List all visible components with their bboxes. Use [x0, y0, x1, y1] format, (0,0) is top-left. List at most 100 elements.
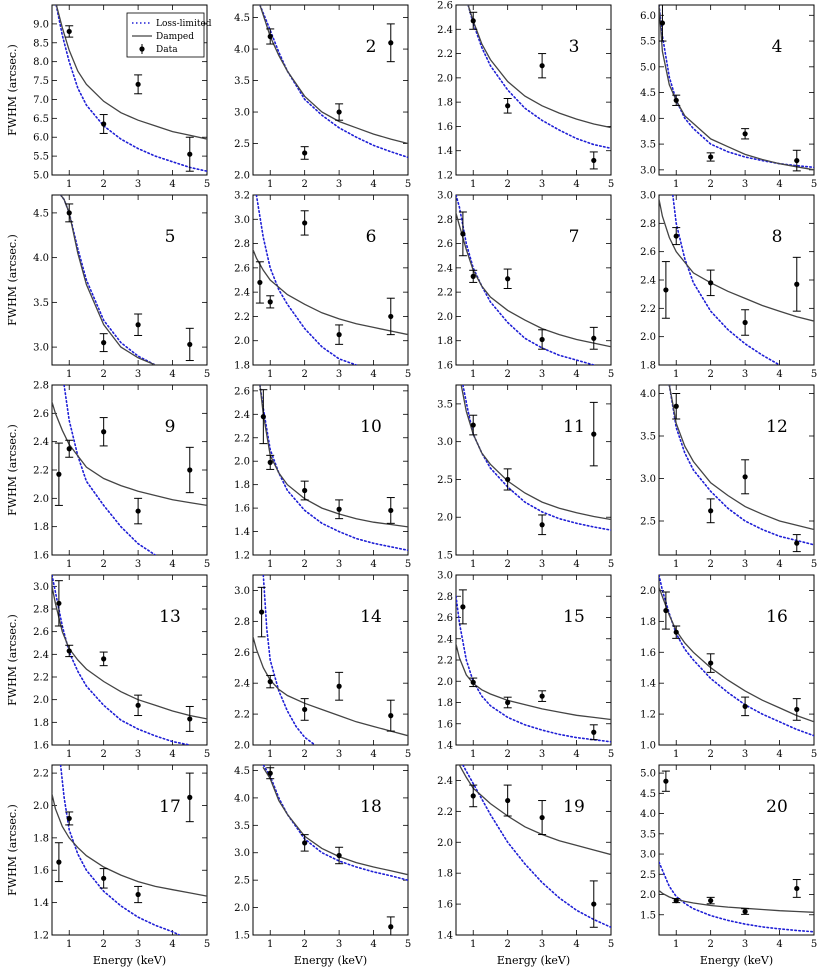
data-point — [187, 151, 193, 157]
data-point — [505, 276, 511, 282]
data-point — [267, 679, 273, 685]
y-tick-label: 1.6 — [437, 719, 453, 730]
panel-10: 1 2 3 4 5 1.2 1.4 1.6 1.8 2.0 2.2 2.4 2.6 10 — [234, 384, 411, 570]
y-tick-label: 1.8 — [437, 869, 453, 880]
x-tick-label: 5 — [811, 369, 817, 380]
panel-4: 1 2 3 4 5 3.0 3.5 4.0 4.5 5.0 5.5 6.0 4 — [640, 4, 817, 190]
x-tick-label: 2 — [100, 939, 106, 950]
data-point — [742, 319, 748, 326]
x-tick-label: 1 — [267, 369, 273, 380]
plot-frame — [455, 384, 612, 556]
x-tick-label: 5 — [608, 369, 614, 380]
panel-number: 11 — [563, 417, 585, 437]
x-tick-label: 2 — [707, 369, 713, 380]
damped-line — [52, 793, 207, 897]
y-tick-label: 1.8 — [33, 522, 49, 533]
x-tick-label: 2 — [504, 369, 510, 380]
y-tick-label: 4.0 — [33, 253, 49, 264]
y-tick-label: 4.5 — [234, 13, 250, 24]
damped-line — [52, 401, 207, 507]
y-tick-label: 2.0 — [437, 838, 453, 849]
y-tick-label: 4.5 — [234, 766, 250, 777]
y-tick-label: 2.2 — [33, 673, 49, 684]
damped-line — [467, 5, 611, 129]
y-tick-label: 3.5 — [640, 432, 656, 443]
panel-19: 1 2 3 4 5 1.4 1.6 1.8 2.0 2.2 2.4 19 Energy (keV) — [437, 764, 614, 967]
x-tick-label: 4 — [776, 179, 782, 190]
data-point — [591, 157, 597, 164]
y-tick-label: 5.0 — [640, 769, 656, 780]
data-point — [135, 891, 141, 898]
y-tick-label: 2.0 — [437, 73, 453, 84]
data-point — [470, 679, 476, 685]
damped-line — [659, 5, 814, 171]
y-tick-label: 2.8 — [234, 239, 250, 250]
y-tick-label: 6.0 — [33, 133, 49, 144]
data-point — [539, 814, 545, 821]
x-tick-label: 2 — [707, 749, 713, 760]
plot-area — [467, 5, 611, 170]
plot-frame — [658, 384, 815, 556]
x-tick-label: 5 — [608, 559, 614, 570]
y-tick-label: 2.0 — [640, 332, 656, 343]
y-tick-label: 1.6 — [33, 741, 49, 752]
y-tick-label: 2.4 — [640, 276, 656, 287]
panel-20: 1 2 3 4 5 1.5 2.0 2.5 3.0 3.5 4.0 4.5 5.0 20 Energy (k… — [640, 764, 817, 967]
plot-frame — [51, 764, 208, 936]
plot-area — [52, 385, 207, 555]
y-tick-label: 5.5 — [640, 37, 656, 48]
y-tick-label: 3.0 — [640, 850, 656, 861]
data-point — [673, 629, 679, 635]
panel-17: 1 2 3 4 5 1.2 1.4 1.6 1.8 2.0 2.2 17 FWHM (arcsec.) E… — [6, 764, 210, 967]
legend-loss-limited-label: Loss-limited — [156, 19, 212, 29]
y-tick-label: 1.8 — [437, 98, 453, 109]
y-tick-label: 2.5 — [640, 870, 656, 881]
data-point — [673, 897, 679, 904]
data-point — [708, 508, 714, 514]
damped-line — [668, 385, 814, 531]
x-tick-label: 5 — [204, 559, 210, 570]
data-point — [539, 522, 545, 528]
y-tick-label: 2.5 — [234, 876, 250, 887]
x-tick-label: 5 — [405, 369, 411, 380]
plot-area — [253, 575, 408, 745]
data-point — [101, 121, 107, 127]
y-tick-label: 3.0 — [33, 582, 49, 593]
x-tick-label: 1 — [66, 369, 72, 380]
x-tick-label: 4 — [776, 559, 782, 570]
x-tick-label: 2 — [707, 939, 713, 950]
x-tick-label: 1 — [470, 559, 476, 570]
y-tick-label: 3.5 — [640, 140, 656, 151]
panel-number: 14 — [360, 607, 382, 627]
y-tick-label: 2.4 — [33, 650, 49, 661]
y-tick-label: 2.4 — [234, 679, 250, 690]
plot-frame — [455, 4, 612, 176]
damped-line — [456, 212, 611, 348]
y-tick-label: 3.5 — [33, 298, 49, 309]
x-tick-label: 5 — [608, 179, 614, 190]
x-tick-label: 3 — [336, 369, 342, 380]
x-tick-label: 1 — [673, 179, 679, 190]
panel-12: 1 2 3 4 52.53.03.54.012 — [640, 384, 817, 570]
data-point — [708, 660, 714, 666]
data-point — [259, 609, 265, 615]
loss-limited-line — [255, 195, 358, 365]
data-point — [187, 794, 193, 800]
damped-line — [259, 5, 408, 145]
x-tick-label: 4 — [573, 559, 579, 570]
y-tick-label: 5.0 — [33, 171, 49, 182]
y-tick-label: 1.4 — [234, 527, 250, 538]
y-tick-label: 2.2 — [234, 433, 250, 444]
panel-number: 9 — [165, 417, 176, 437]
x-tick-label: 5 — [204, 749, 210, 760]
y-tick-label: 1.8 — [33, 833, 49, 844]
x-tick-label: 5 — [811, 939, 817, 950]
y-tick-label: 2.5 — [234, 139, 250, 150]
x-tick-label: 3 — [742, 369, 748, 380]
panel-number: 8 — [772, 227, 783, 247]
panel-6: 1 2 3 4 5 1.8 2.0 2.2 2.4 2.6 2.8 3.0 3.2 6 — [234, 191, 411, 381]
data-point — [101, 656, 107, 662]
y-tick-label: 5.5 — [33, 152, 49, 163]
y-tick-label: 3.0 — [234, 215, 250, 226]
panel-14: 1 2 3 4 5 2.0 2.2 2.4 2.6 2.8 3.0 14 — [234, 574, 411, 760]
